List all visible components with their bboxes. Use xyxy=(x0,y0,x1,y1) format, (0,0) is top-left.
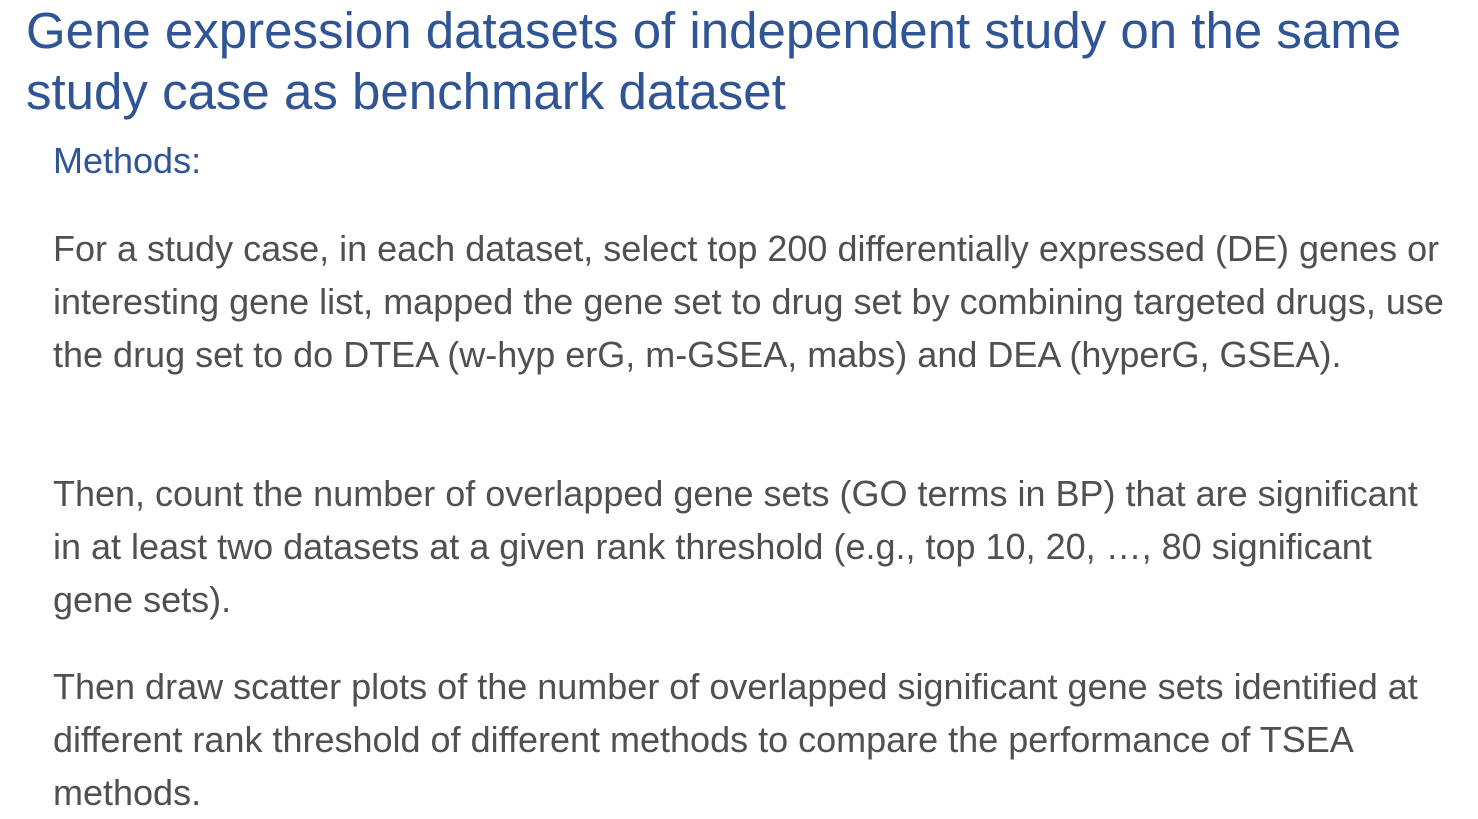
methods-paragraph-2: Then, count the number of overlapped gen… xyxy=(53,473,1418,620)
methods-heading: Methods: xyxy=(53,140,202,181)
methods-paragraph-1: For a study case, in each dataset, selec… xyxy=(53,228,1444,375)
methods-paragraph-3: Then draw scatter plots of the number of… xyxy=(53,666,1418,813)
slide-title: Gene expression datasets of independent … xyxy=(26,2,1402,120)
